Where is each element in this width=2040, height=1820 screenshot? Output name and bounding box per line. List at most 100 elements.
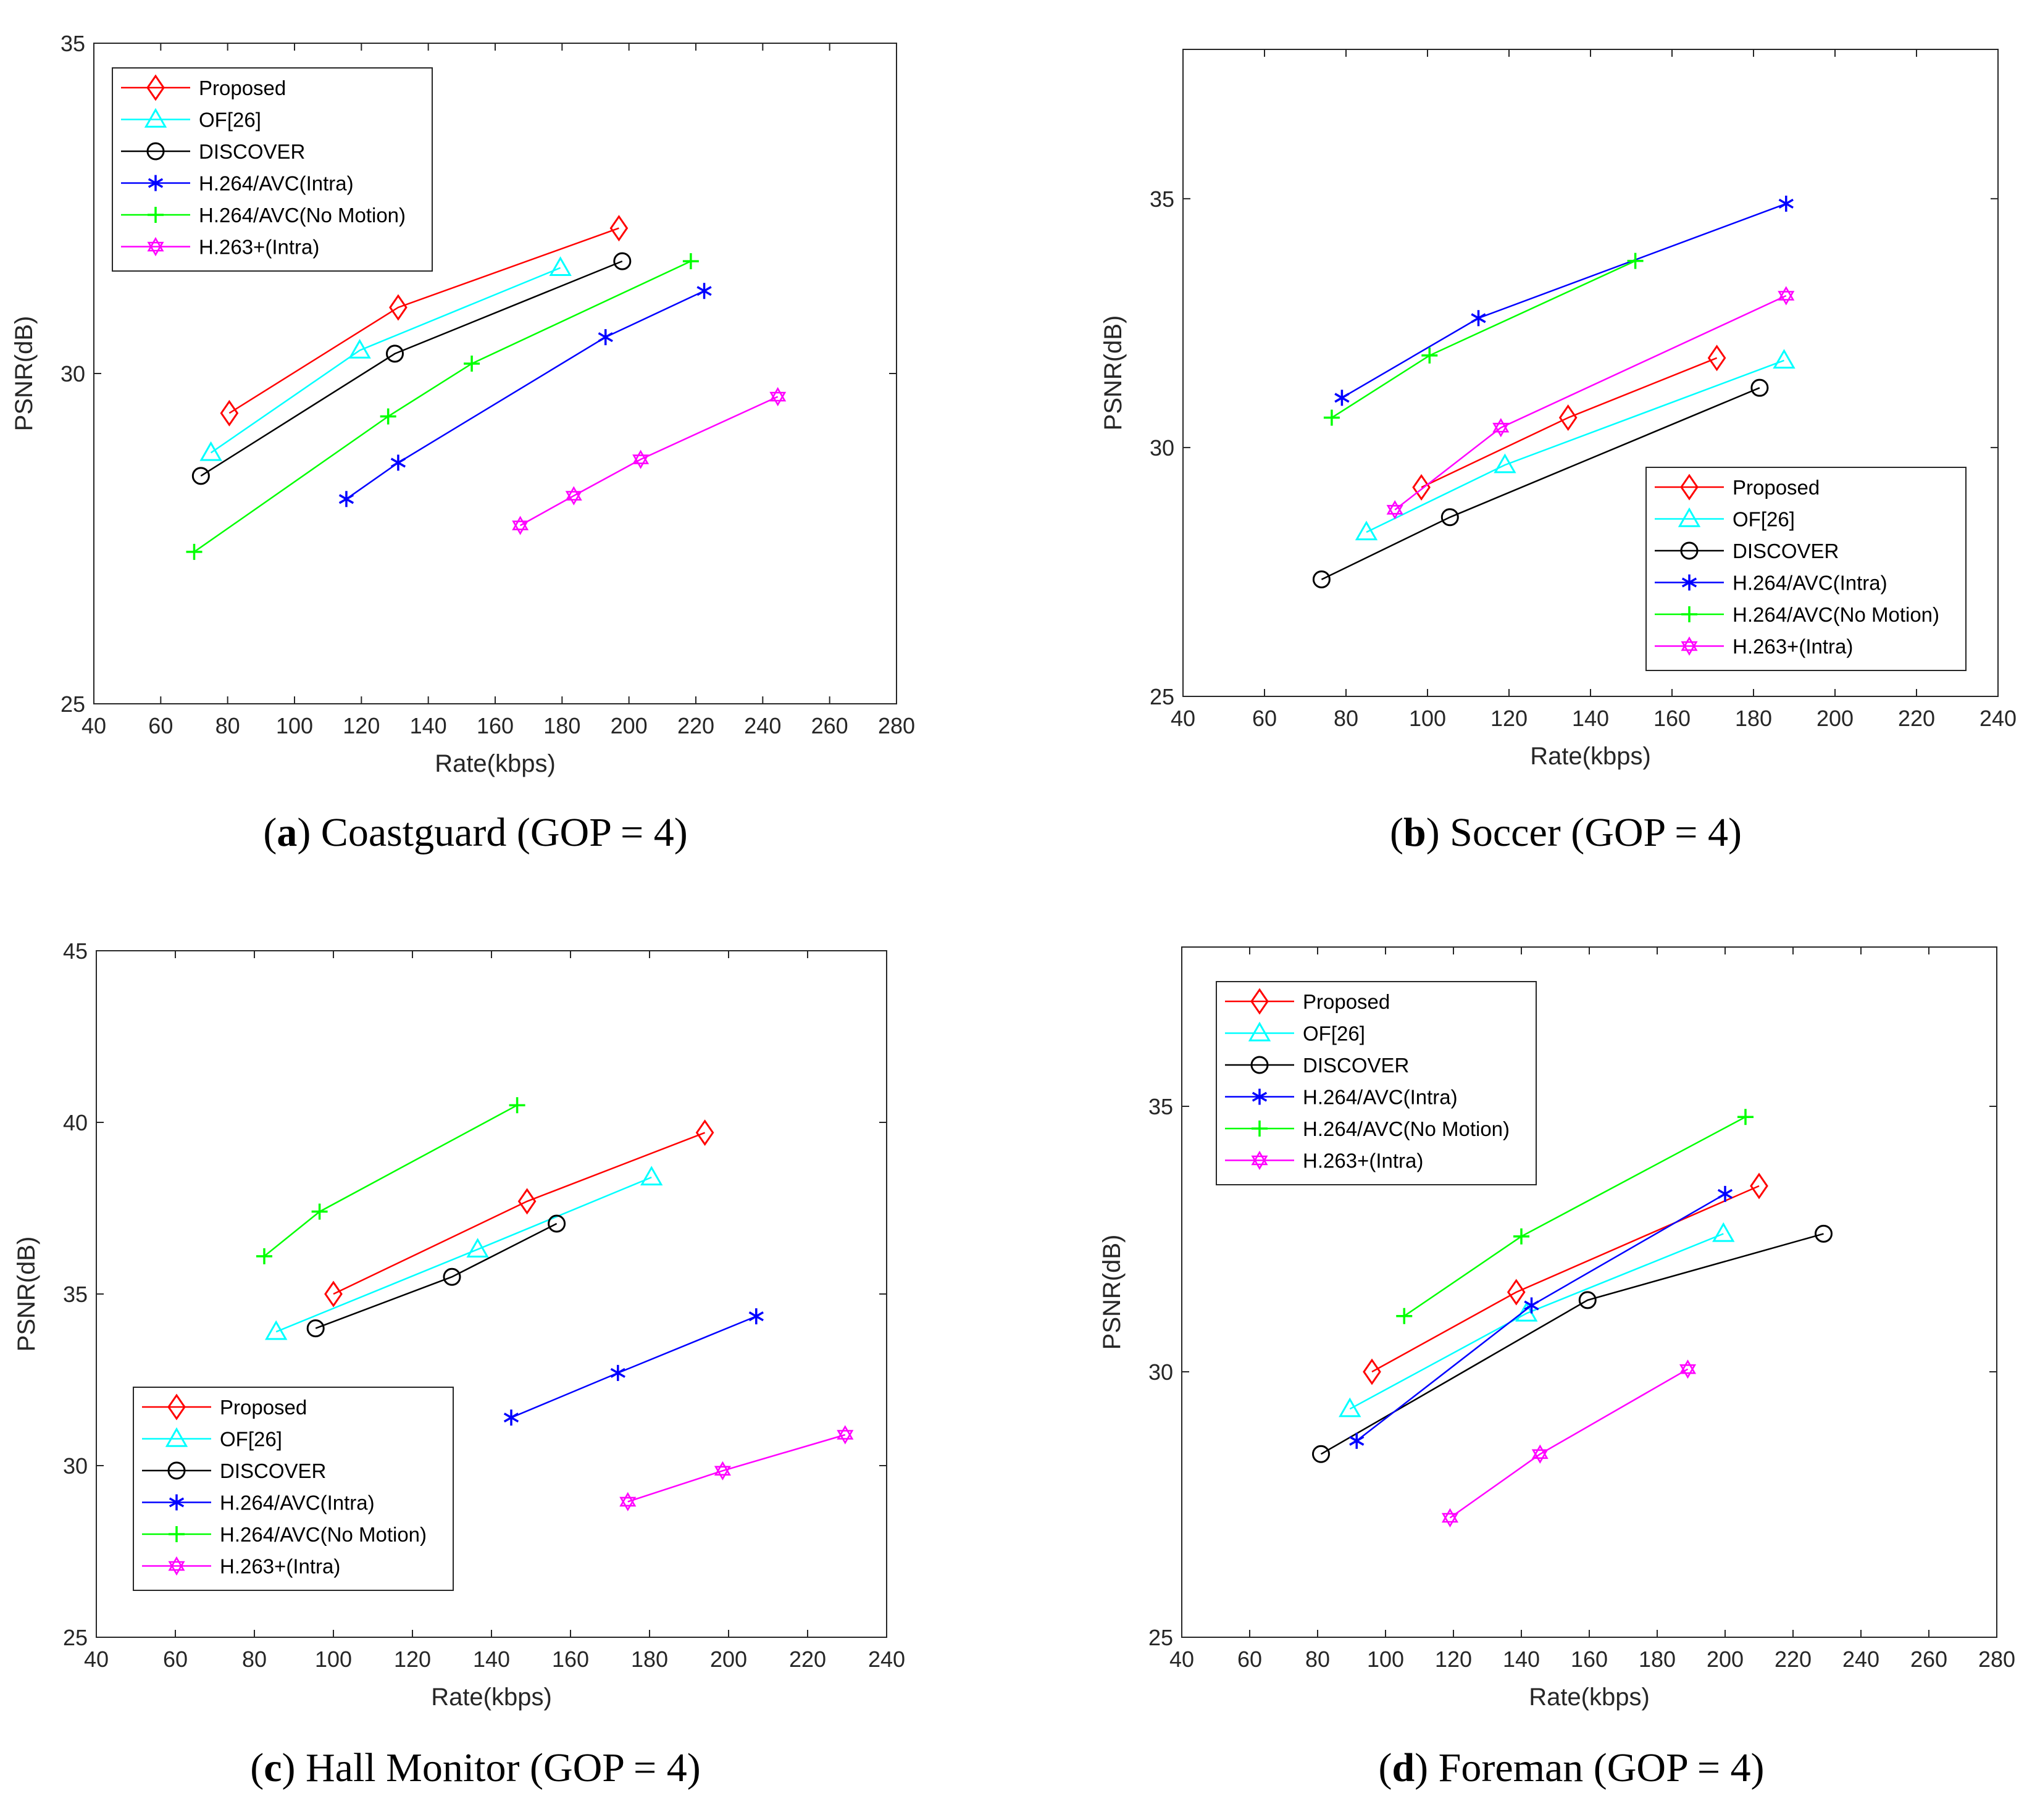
hexagram-triangle xyxy=(1778,286,1795,301)
series-of-26 xyxy=(199,256,572,461)
x-tick-label: 40 xyxy=(84,1647,109,1672)
data-point xyxy=(1513,1228,1529,1245)
caption-text: Hall Monitor (GOP = 4) xyxy=(296,1745,701,1790)
hexagram-triangle xyxy=(168,1561,185,1576)
data-point xyxy=(348,338,371,359)
legend-label: DISCOVER xyxy=(220,1459,326,1482)
x-tick-label: 160 xyxy=(1571,1647,1608,1672)
x-tick-label: 160 xyxy=(552,1647,589,1672)
series-line xyxy=(228,227,619,414)
data-point xyxy=(220,399,239,427)
data-point xyxy=(1440,508,1459,527)
asterisk-stroke xyxy=(598,332,613,343)
data-point xyxy=(1815,1224,1833,1243)
legend-label: Proposed xyxy=(220,1396,307,1419)
legend-marker xyxy=(1681,636,1698,656)
x-axis-label: Rate(kbps) xyxy=(1530,743,1651,770)
asterisk-stroke xyxy=(390,457,406,468)
legend-label: Proposed xyxy=(199,77,286,99)
legend-marker xyxy=(1681,606,1697,622)
hexagram-triangle xyxy=(619,1496,637,1511)
y-tick-label: 25 xyxy=(61,691,85,717)
data-point xyxy=(769,386,787,407)
x-tick-label: 80 xyxy=(215,713,240,738)
hexagram-triangle xyxy=(1492,418,1510,433)
hexagram-triangle xyxy=(1531,1449,1549,1464)
caption-text: Coastguard (GOP = 4) xyxy=(311,810,687,855)
x-tick-label: 200 xyxy=(611,713,648,738)
asterisk-stroke xyxy=(696,286,712,296)
data-point xyxy=(1773,349,1795,369)
legend-label: H.264/AVC(No Motion) xyxy=(1303,1117,1510,1140)
legend-label: H.263+(Intra) xyxy=(199,236,319,259)
caption-paren-close: ) xyxy=(297,810,311,855)
x-tick-label: 220 xyxy=(1775,1647,1812,1672)
legend-label: Proposed xyxy=(1303,990,1390,1013)
data-point xyxy=(549,256,572,276)
hexagram-triangle xyxy=(837,1425,854,1440)
legend: Proposed OF[26] DISCOVER H.264/AVC(Intra) H.… xyxy=(1645,467,1967,671)
data-point xyxy=(682,253,699,270)
legend-marker xyxy=(144,107,167,128)
hexagram-triangle xyxy=(512,516,529,530)
x-tick-label: 240 xyxy=(1979,706,2017,731)
hexagram-triangle xyxy=(1441,1508,1459,1523)
data-point xyxy=(1492,418,1510,438)
caption-paren-close: ) xyxy=(1426,810,1440,855)
data-point xyxy=(565,486,582,506)
x-axis-label: Rate(kbps) xyxy=(431,1684,552,1711)
caption-paren-close: ) xyxy=(1415,1745,1428,1790)
y-tick-label: 35 xyxy=(61,31,85,56)
data-point xyxy=(695,1119,714,1146)
series-discover xyxy=(1312,378,1769,589)
series-discover xyxy=(1312,1224,1833,1463)
data-point xyxy=(1312,1445,1330,1463)
caption-letter: c xyxy=(264,1745,282,1790)
y-tick-label: 35 xyxy=(63,1282,88,1307)
y-tick-label: 35 xyxy=(1148,1094,1173,1119)
series-line xyxy=(193,260,692,553)
data-point xyxy=(1712,1222,1735,1242)
legend-item-h-264-avc-intra: H.264/AVC(Intra) xyxy=(1225,1086,1458,1109)
data-point xyxy=(503,1409,519,1426)
hexagram-triangle xyxy=(1679,1359,1697,1374)
data-point xyxy=(1323,409,1340,426)
data-point xyxy=(380,408,396,425)
data-point xyxy=(1717,1185,1733,1202)
x-tick-label: 200 xyxy=(1816,706,1854,731)
data-point xyxy=(1679,1359,1697,1379)
asterisk-stroke xyxy=(338,494,354,504)
x-tick-label: 80 xyxy=(1334,706,1358,731)
x-tick-label: 120 xyxy=(343,713,380,738)
data-point xyxy=(386,344,404,363)
legend-box xyxy=(1216,981,1537,1185)
x-tick-label: 180 xyxy=(543,713,580,738)
x-tick-label: 180 xyxy=(1735,706,1772,731)
legend-item-h-264-avc-no-motion: H.264/AVC(No Motion) xyxy=(1225,1117,1510,1140)
series-discover xyxy=(306,1214,566,1338)
x-tick-label: 200 xyxy=(710,1647,747,1672)
x-tick-label: 40 xyxy=(1169,1647,1194,1672)
legend-label: H.264/AVC(Intra) xyxy=(199,172,354,195)
legend-item-h-264-avc-intra: H.264/AVC(Intra) xyxy=(142,1492,375,1514)
series-proposed xyxy=(324,1119,714,1308)
x-axis-label: Rate(kbps) xyxy=(1529,1684,1650,1711)
data-point xyxy=(324,1280,343,1308)
hexagram-triangle xyxy=(1251,1155,1268,1171)
legend: Proposed OF[26] DISCOVER H.264/AVC(Intra) H.… xyxy=(112,67,433,272)
chart-panel-d: 40 60 80 100 120 140 160 180 200 220 240 260 280 25 30… xyxy=(1098,946,2015,1790)
x-tick-label: 100 xyxy=(315,1647,352,1672)
data-point xyxy=(1778,286,1795,306)
x-tick-label: 200 xyxy=(1707,1647,1744,1672)
legend-item-proposed: Proposed xyxy=(1225,988,1390,1015)
data-point xyxy=(256,1248,272,1264)
data-point xyxy=(748,1308,764,1325)
data-point xyxy=(1355,520,1378,541)
y-tick-label: 25 xyxy=(1148,1625,1173,1650)
data-point xyxy=(1558,404,1578,432)
legend-label: H.264/AVC(No Motion) xyxy=(1733,603,1939,626)
series-h-264-avc-no-motion xyxy=(256,1097,525,1264)
data-point xyxy=(714,1461,731,1480)
x-tick-label: 100 xyxy=(1409,706,1446,731)
